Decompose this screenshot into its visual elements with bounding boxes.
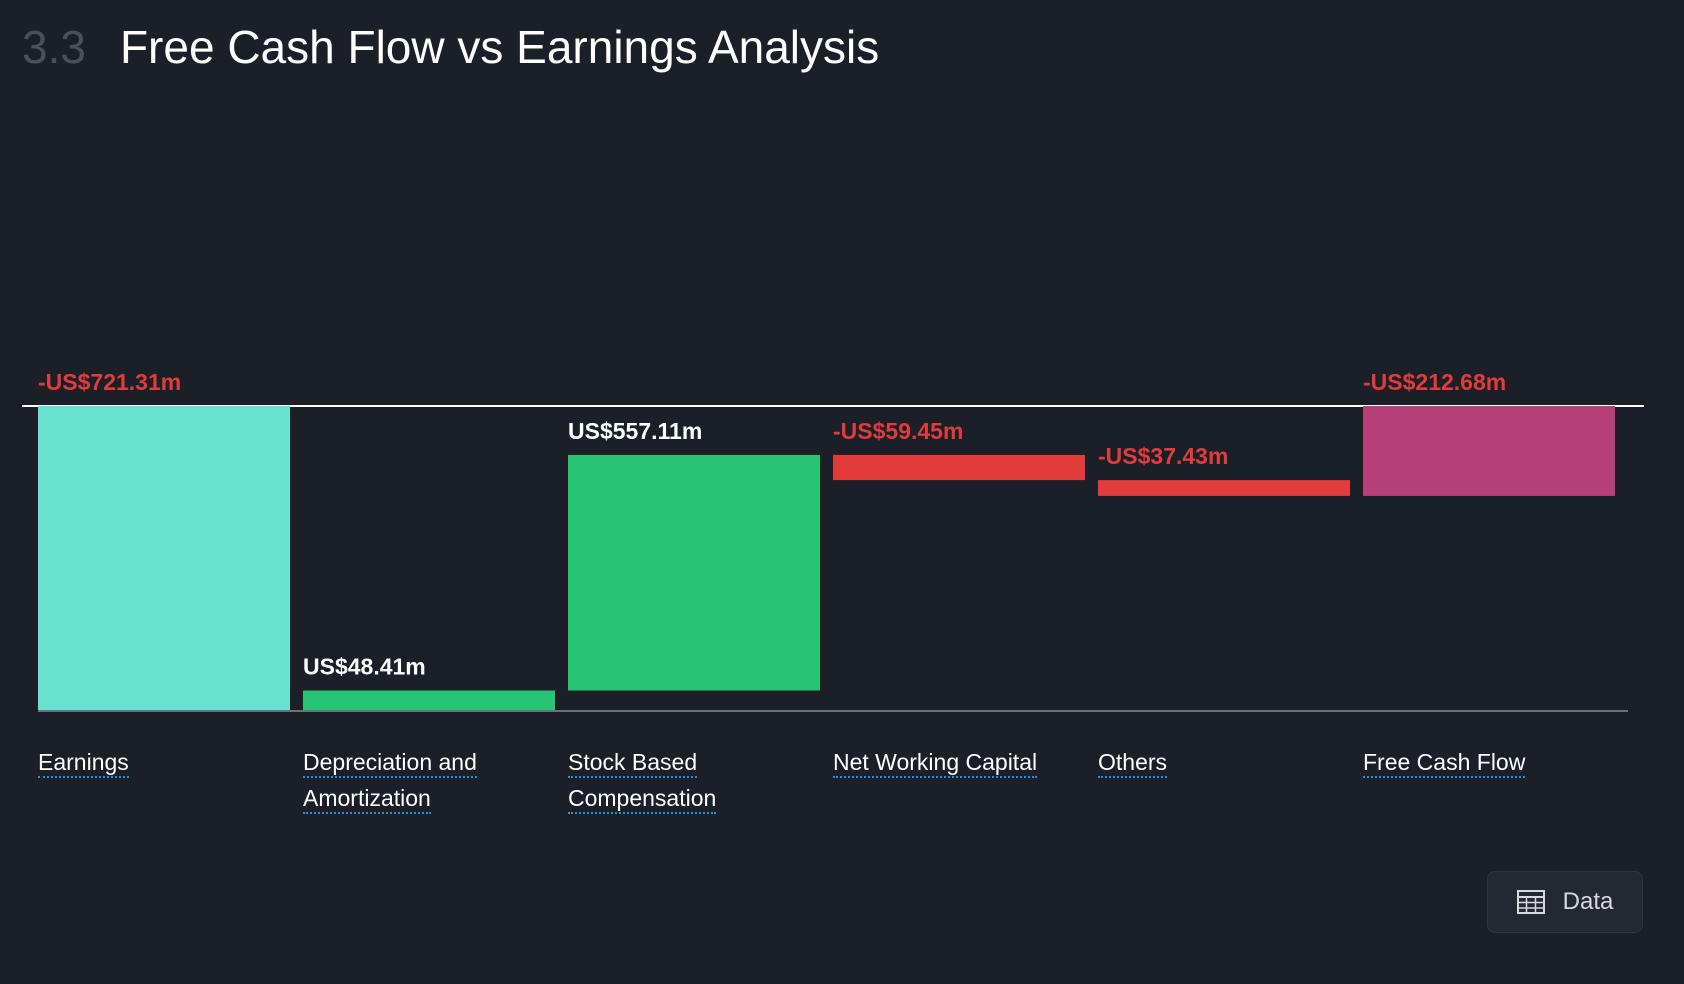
category-label-2[interactable]: Stock Based Compensation (568, 744, 818, 816)
section-header: 3.3 Free Cash Flow vs Earnings Analysis (22, 20, 879, 74)
table-icon (1516, 890, 1545, 914)
bar-5[interactable] (1363, 406, 1615, 496)
bar-0[interactable] (38, 406, 290, 711)
value-label-2: US$557.11m (568, 418, 702, 444)
category-label-1[interactable]: Depreciation and Amortization (303, 744, 553, 816)
data-button-label: Data (1562, 888, 1614, 915)
bar-4[interactable] (1098, 480, 1350, 496)
value-label-1: US$48.41m (303, 654, 426, 680)
category-label-0[interactable]: Earnings (38, 744, 288, 780)
value-label-5: -US$212.68m (1363, 369, 1506, 395)
bar-1[interactable] (303, 690, 555, 711)
bar-3[interactable] (833, 454, 1085, 481)
category-label-4[interactable]: Others (1098, 744, 1348, 780)
value-label-3: -US$59.45m (833, 418, 963, 444)
category-label-5[interactable]: Free Cash Flow (1363, 744, 1613, 780)
section-number: 3.3 (22, 21, 86, 73)
value-label-0: -US$721.31m (38, 369, 181, 395)
category-label-3[interactable]: Net Working Capital (833, 744, 1083, 780)
bar-2[interactable] (568, 454, 820, 691)
page-title: Free Cash Flow vs Earnings Analysis (119, 21, 880, 73)
value-label-4: -US$37.43m (1098, 443, 1228, 469)
data-button[interactable]: Data (1487, 871, 1643, 933)
